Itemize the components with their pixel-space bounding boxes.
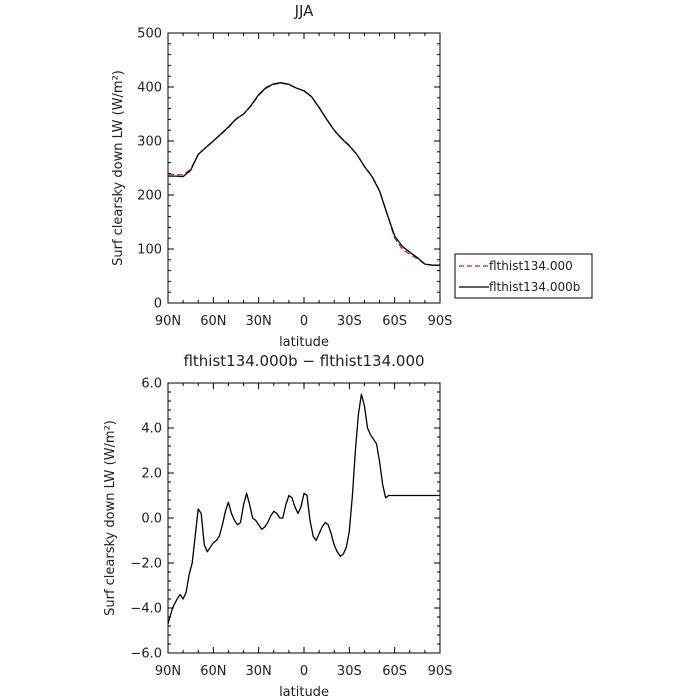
top-y-axis-label: Surf clearsky down LW (W/m²) [111,70,126,266]
top-series-line-flthist134-000 [168,82,440,266]
bottom-series-group [167,393,440,624]
bottom-plot-frame [167,382,441,654]
bottom-chart-title: flthist134.000b − flthist134.000 [183,352,424,370]
top-x-tick-label: 30N [246,314,272,329]
bottom-x-axis: 90N 60N 30N 0 30S 60S 90S [155,383,453,679]
top-x-tick-label: 60S [382,314,407,329]
bottom-y-tick-label: −2.0 [130,557,162,572]
bottom-y-tick-label: −6.0 [130,647,162,662]
top-x-axis-label: latitude [279,335,329,350]
top-x-tick-label: 0 [300,314,308,329]
bottom-x-tick-label: 0 [300,664,308,679]
top-plot-frame [167,32,441,304]
top-y-tick-label: 500 [137,27,162,42]
top-chart: JJA 0 100 200 300 400 500 90N 60N 30N 0 30S 60S 90S… [111,2,452,350]
top-y-tick-label: 400 [137,81,162,96]
bottom-x-tick-label: 30N [246,664,272,679]
bottom-y-axis-label: Surf clearsky down LW (W/m²) [103,420,118,616]
bottom-y-tick-label: 4.0 [141,422,162,437]
top-y-axis: 0 100 200 300 400 500 [137,27,440,312]
legend-label-flthist134-000: flthist134.000 [489,259,573,273]
bottom-x-tick-label: 30S [337,664,362,679]
top-chart-title: JJA [294,2,315,20]
bottom-chart: flthist134.000b − flthist134.000 −6.0 −4.… [103,352,452,700]
legend-box [454,253,593,299]
bottom-x-tick-label: 60S [382,664,407,679]
top-series-group [168,82,440,266]
top-x-axis: 90N 60N 30N 0 30S 60S 90S [155,33,453,329]
bottom-x-tick-label: 60N [200,664,226,679]
legend: flthist134.000 flthist134.000b [454,253,593,299]
bottom-y-tick-label: −4.0 [130,602,162,617]
top-y-tick-label: 200 [137,189,162,204]
bottom-y-tick-label: 2.0 [141,467,162,482]
top-x-tick-label: 30S [337,314,362,329]
top-series-line-flthist134-000b [168,82,440,266]
bottom-x-tick-label: 90S [428,664,453,679]
top-x-tick-label: 90N [155,314,181,329]
bottom-y-tick-label: 6.0 [141,377,162,392]
bottom-y-tick-label: 0.0 [141,512,162,527]
bottom-x-tick-label: 90N [155,664,181,679]
top-x-tick-label: 90S [428,314,453,329]
bottom-y-axis: −6.0 −4.0 −2.0 0.0 2.0 4.0 6.0 [130,377,440,662]
top-y-tick-label: 300 [137,135,162,150]
top-x-tick-label: 60N [200,314,226,329]
bottom-x-axis-label: latitude [279,685,329,700]
bottom-series-line-diff [167,393,440,624]
top-y-tick-label: 0 [154,297,162,312]
top-y-tick-label: 100 [137,243,162,258]
legend-label-flthist134-000b: flthist134.000b [489,280,580,294]
